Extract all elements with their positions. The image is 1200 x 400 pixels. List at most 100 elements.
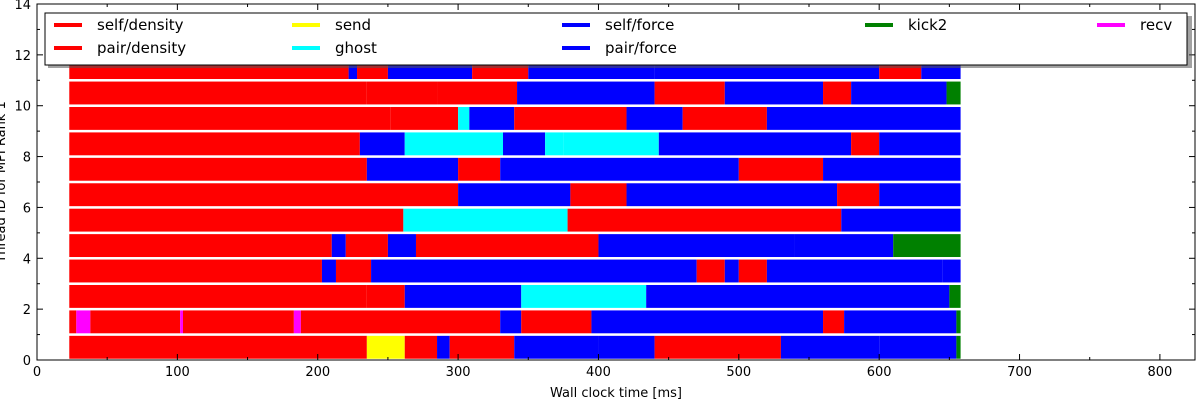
bar-segment-pair-density [390,106,459,130]
bar-segment-self-force [437,335,450,359]
y-tick-label: 14 [14,0,31,13]
x-tick-label: 0 [33,365,41,380]
bar-segment-pair-density [404,335,438,359]
bar-segment-pair-force [844,310,957,334]
bars-layer [69,56,961,359]
bar-segment-pair-density [69,310,77,334]
bar-segment-pair-density [69,259,322,283]
bar-segment-pair-force [766,259,943,283]
bar-segment-pair-density [69,208,404,232]
y-tick-label: 4 [23,252,31,267]
bar-segment-self-force [331,234,346,258]
x-axis-label: Wall clock time [ms] [550,386,682,400]
bar-segment-self-force [626,183,838,207]
bar-segment-self-force [794,234,894,258]
bar-segment-self-force [500,310,522,334]
bar-segment-pair-density [69,234,332,258]
bar-segment-recv [180,310,183,334]
bar-segment-pair-density [570,183,627,207]
bar-segment-pair-density [345,234,388,258]
bar-segment-pair-density [366,284,405,308]
bar-segment-pair-density [823,81,852,105]
bar-segment-self-force [321,259,336,283]
bar-segment-pair-density [90,310,181,334]
bar-segment-pair-density [415,234,599,258]
x-tick-label: 700 [1007,365,1032,380]
bar-segment-pair-density [69,132,360,156]
bar-segment-pair-density [458,157,501,181]
x-tick-label: 200 [305,365,330,380]
bar-segment-self-force [942,259,961,283]
bar-segment-kick2 [893,234,961,258]
bar-segment-ghost [545,132,564,156]
bar-segment-kick2 [956,335,961,359]
legend-label: recv [1140,16,1172,34]
bar-segment-pair-force [879,183,961,207]
bar-segment-self-force [404,284,522,308]
bar-segment-self-force [359,132,405,156]
bar-segment-send [366,335,405,359]
bar-segment-self-force [517,81,655,105]
bar-segment-pair-density [514,106,627,130]
bar-segment-pair-density [823,310,845,334]
bar-segment-self-force [591,310,824,334]
y-tick-label: 10 [14,100,31,115]
bar-segment-pair-density [437,81,518,105]
bar-segment-pair-density [449,335,515,359]
bar-segment-pair-force [766,106,961,130]
bar-segment-pair-density [654,81,725,105]
y-axis: 0 2 4 6 8 10 12 14 [14,0,1195,369]
x-axis: 0 100 200 300 400 500 600 700 800 [33,4,1172,380]
bar-segment-pair-density [69,157,367,181]
bar-segment-pair-force [851,81,947,105]
bar-segment-pair-density [335,259,372,283]
bar-segment-pair-density [69,106,391,130]
bar-segment-pair-force [879,132,961,156]
bar-segment-ghost [458,106,470,130]
legend-label: send [335,16,371,34]
bar-segment-pair-force [500,157,739,181]
bar-segment-kick2 [946,81,961,105]
bar-segment-pair-density [682,106,767,130]
legend-label: self/density [97,16,184,34]
bar-segment-pair-density [851,132,880,156]
x-tick-label: 400 [586,365,611,380]
bar-segment-self-force [841,208,961,232]
bar-segment-ghost [521,284,647,308]
bar-segment-pair-density [837,183,880,207]
bar-segment-self-force [724,81,824,105]
bar-segment-pair-density [654,335,781,359]
x-tick-label: 800 [1147,365,1172,380]
y-tick-label: 12 [14,49,31,64]
legend-label: kick2 [908,16,947,34]
bar-segment-self-force [458,183,571,207]
bar-segment-self-force [724,259,739,283]
bar-segment-pair-density [366,81,438,105]
y-axis-label: Thread ID for MPI Rank 1 [0,101,9,263]
legend-label: pair/force [605,39,677,57]
y-tick-label: 6 [23,201,31,216]
bar-segment-pair-density [69,284,367,308]
bar-segment-self-force [371,259,697,283]
bar-segment-self-force [469,106,515,130]
bar-segment-kick2 [949,284,961,308]
bar-segment-ghost [404,132,504,156]
bar-segment-pair-density [567,208,842,232]
legend: self/density pair/density send ghost self/fo… [44,12,1192,68]
x-tick-label: 300 [446,365,471,380]
bar-segment-pair-density [69,183,459,207]
bar-segment-pair-density [300,310,501,334]
bar-segment-kick2 [956,310,961,334]
bar-segment-self-force [514,335,599,359]
bar-segment-self-force [503,132,546,156]
x-tick-label: 500 [726,365,751,380]
bar-segment-pair-force [879,335,957,359]
bar-segment-self-force [366,157,459,181]
y-tick-label: 2 [23,303,31,318]
legend-label: pair/density [97,39,186,57]
bar-segment-self-force [387,234,416,258]
bar-segment-pair-density [182,310,294,334]
bar-segment-pair-force [598,335,655,359]
bar-segment-pair-force [598,234,795,258]
